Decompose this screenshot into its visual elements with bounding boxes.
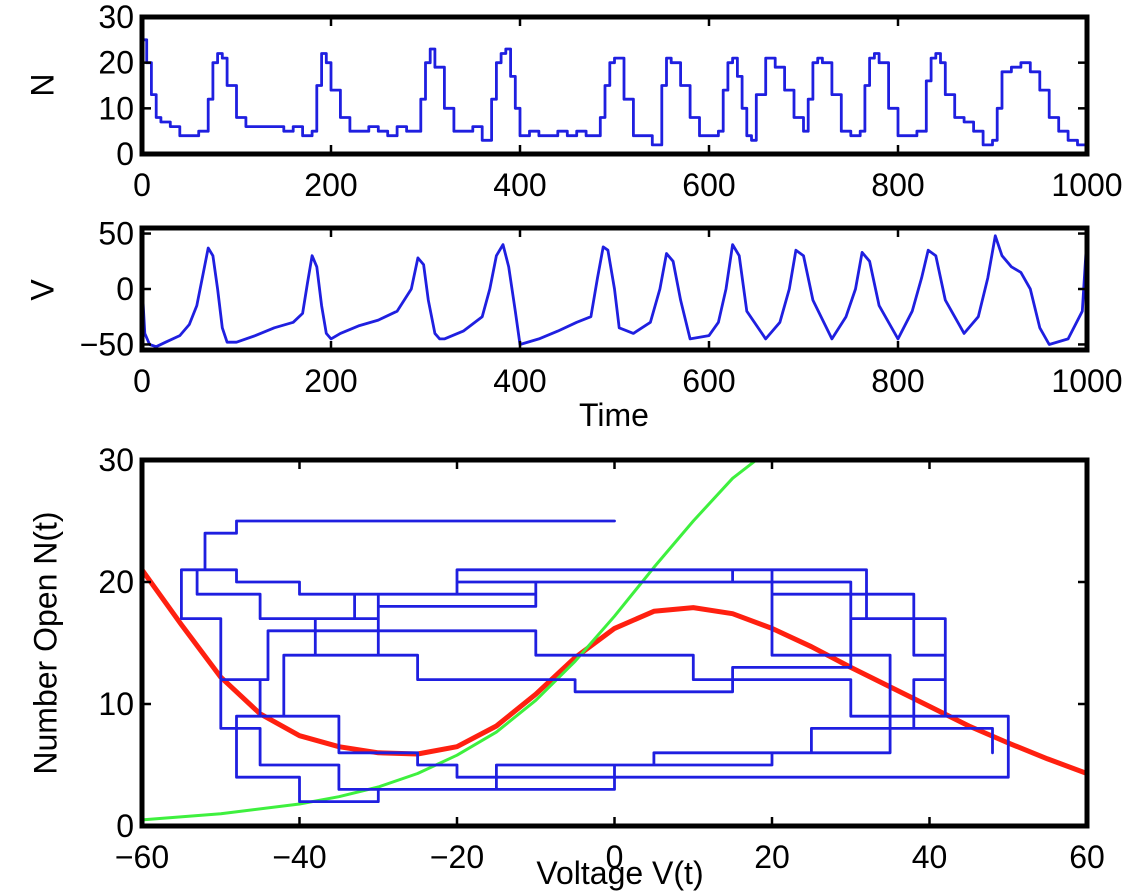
x-tick-label: 200 bbox=[304, 167, 357, 203]
x-tick-label: 600 bbox=[682, 363, 735, 399]
x-tick-label: −60 bbox=[115, 839, 169, 875]
x-tick-label: −40 bbox=[272, 839, 326, 875]
x-tick-label: 400 bbox=[493, 167, 546, 203]
plot-area bbox=[142, 460, 1087, 822]
x-tick-label: 0 bbox=[133, 167, 151, 203]
y-tick-label: 20 bbox=[98, 564, 134, 600]
x-tick-label: 400 bbox=[493, 363, 546, 399]
x-tick-label: 0 bbox=[133, 363, 151, 399]
x-axis-label: Time bbox=[579, 397, 649, 433]
series-line-blue bbox=[180, 519, 1010, 803]
y-tick-label: 10 bbox=[98, 90, 134, 126]
x-tick-label: 0 bbox=[606, 839, 624, 875]
x-tick-label: 60 bbox=[1069, 839, 1105, 875]
plot-area bbox=[142, 38, 1087, 147]
panel-phase-plane: −60 −40 −20 0 20 40 60 0 10 20 30 Number Open N(t) V… bbox=[27, 442, 1104, 891]
y-tick-label: −50 bbox=[80, 326, 134, 362]
y-tick-label: 0 bbox=[116, 808, 134, 844]
y-tick-label: 30 bbox=[98, 0, 134, 35]
x-tick-label: 600 bbox=[682, 167, 735, 203]
series-line-blue bbox=[142, 234, 1087, 349]
x-tick-label: 1000 bbox=[1051, 167, 1122, 203]
x-tick-label: 20 bbox=[754, 839, 790, 875]
y-tick-label: 10 bbox=[98, 686, 134, 722]
plot-area bbox=[142, 234, 1087, 349]
axes-frame bbox=[139, 14, 1090, 157]
y-tick-label: 50 bbox=[98, 216, 134, 252]
x-tick-label: 1000 bbox=[1051, 363, 1122, 399]
x-tick-label: 800 bbox=[871, 167, 924, 203]
y-axis-label: Number Open N(t) bbox=[27, 511, 63, 774]
x-tick-label: −20 bbox=[430, 839, 484, 875]
x-tick-label: 800 bbox=[871, 363, 924, 399]
panel-n-vs-time: 0 200 400 600 800 1000 0 10 20 30 N bbox=[24, 0, 1122, 203]
y-tick-label: 0 bbox=[116, 271, 134, 307]
x-tick-label: 200 bbox=[304, 363, 357, 399]
y-tick-label: 30 bbox=[98, 442, 134, 478]
x-tick-label: 40 bbox=[912, 839, 948, 875]
x-axis-label: Voltage V(t) bbox=[536, 855, 703, 891]
y-tick-label: 0 bbox=[116, 136, 134, 172]
series-line-blue bbox=[142, 38, 1087, 147]
y-tick-label: 20 bbox=[98, 45, 134, 81]
y-axis-label: V bbox=[24, 279, 60, 301]
y-axis-label: N bbox=[24, 73, 60, 96]
series-line-red bbox=[142, 567, 1087, 776]
